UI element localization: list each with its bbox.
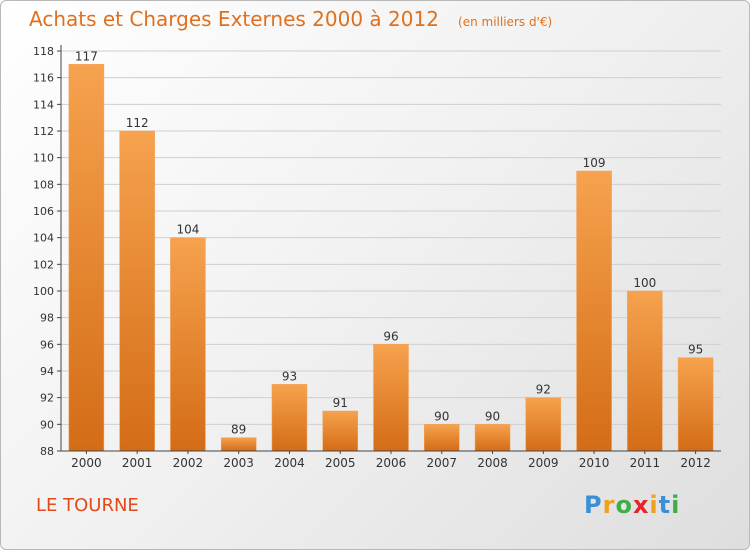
- commune-name: LE TOURNE: [36, 495, 139, 516]
- bar: [170, 237, 206, 452]
- chart-title: Achats et Charges Externes 2000 à 2012: [29, 7, 439, 31]
- x-tick-label: 2012: [680, 456, 711, 470]
- logo-letter: P: [584, 491, 603, 519]
- logo-letter: i: [649, 491, 659, 519]
- bar-value-label: 89: [231, 423, 246, 437]
- logo-letter: t: [658, 491, 672, 519]
- bar-value-label: 96: [383, 329, 398, 343]
- bar: [271, 384, 308, 452]
- bar-value-label: 95: [688, 343, 703, 357]
- y-tick-label: 116: [33, 72, 54, 85]
- logo-letter: i: [671, 491, 681, 519]
- bar: [627, 290, 663, 452]
- y-tick-label: 118: [33, 45, 54, 58]
- logo-letter: x: [632, 491, 650, 519]
- y-tick-label: 88: [40, 445, 54, 458]
- bar-value-label: 104: [176, 223, 199, 237]
- proxiti-logo: Proxiti: [584, 491, 680, 519]
- bar: [525, 397, 562, 452]
- logo-letter: o: [615, 491, 633, 519]
- x-tick-label: 2004: [274, 456, 305, 470]
- bar-value-label: 109: [583, 156, 606, 170]
- x-tick-label: 2003: [223, 456, 254, 470]
- x-tick-label: 2000: [71, 456, 102, 470]
- bar: [322, 410, 358, 452]
- y-tick-label: 110: [33, 152, 54, 165]
- x-tick-label: 2007: [426, 456, 457, 470]
- y-tick-label: 106: [33, 205, 54, 218]
- bar: [424, 424, 460, 452]
- y-tick-label: 104: [33, 232, 54, 245]
- x-tick-label: 2010: [579, 456, 610, 470]
- bar-value-label: 92: [536, 383, 551, 397]
- y-tick-label: 114: [33, 98, 54, 111]
- y-tick-label: 90: [40, 418, 54, 431]
- y-tick-label: 96: [40, 338, 54, 351]
- bar-value-label: 90: [434, 409, 449, 423]
- bar-value-label: 112: [126, 116, 149, 130]
- x-tick-label: 2005: [325, 456, 356, 470]
- x-tick-label: 2011: [630, 456, 661, 470]
- bar: [119, 130, 155, 452]
- bar: [576, 170, 612, 452]
- bar-value-label: 100: [633, 276, 656, 290]
- x-tick-label: 2009: [528, 456, 559, 470]
- bar-value-label: 90: [485, 409, 500, 423]
- bar: [68, 64, 105, 452]
- bar: [474, 424, 511, 452]
- bar-value-label: 117: [75, 49, 98, 63]
- x-tick-label: 2002: [173, 456, 204, 470]
- title-block: Achats et Charges Externes 2000 à 2012 (…: [29, 7, 552, 31]
- logo-letter: r: [602, 491, 616, 519]
- bar: [220, 437, 257, 452]
- y-tick-label: 98: [40, 312, 54, 325]
- x-tick-label: 2008: [477, 456, 508, 470]
- y-tick-label: 108: [33, 178, 54, 191]
- y-tick-label: 102: [33, 258, 54, 271]
- unit-note: (en milliers d'€): [458, 15, 553, 29]
- y-tick-label: 94: [40, 365, 54, 378]
- bar-value-label: 93: [282, 369, 297, 383]
- bar-value-label: 91: [333, 396, 348, 410]
- x-tick-label: 2001: [122, 456, 153, 470]
- bar: [677, 357, 714, 452]
- bar: [373, 344, 409, 452]
- y-tick-label: 92: [40, 392, 54, 405]
- y-tick-label: 100: [33, 285, 54, 298]
- y-tick-label: 112: [33, 125, 54, 138]
- x-tick-label: 2006: [376, 456, 407, 470]
